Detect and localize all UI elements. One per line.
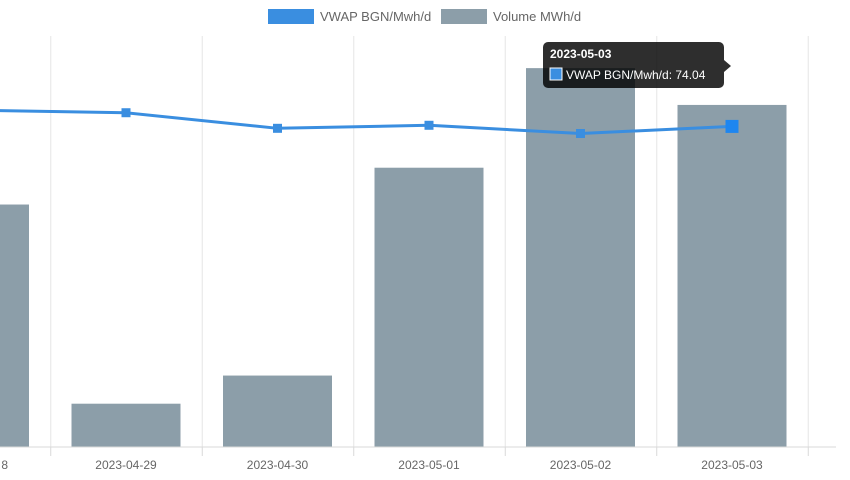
volume-bar-2023-04-28[interactable] bbox=[0, 204, 29, 447]
volume-bar-2023-04-29[interactable] bbox=[71, 403, 181, 447]
tooltip-caret bbox=[724, 60, 731, 72]
vwap-point-2023-04-30[interactable] bbox=[273, 123, 282, 133]
vwap-point-2023-04-29[interactable] bbox=[121, 108, 131, 118]
x-axis: 8 2023-04-29 2023-04-30 2023-05-01 2023-05-0… bbox=[0, 446, 836, 472]
x-tick-label: 2023-05-01 bbox=[398, 458, 460, 472]
legend-swatch-volume bbox=[441, 9, 487, 24]
legend-swatch-vwap bbox=[268, 9, 314, 24]
tooltip-swatch bbox=[549, 67, 563, 81]
tooltip-title: 2023-05-03 bbox=[550, 47, 612, 61]
x-axis-tick-labels: 8 2023-04-29 2023-04-30 2023-05-01 2023-05-0… bbox=[1, 458, 763, 472]
legend-label-volume: Volume MWh/d bbox=[493, 9, 581, 24]
vertical-gridlines bbox=[50, 36, 809, 447]
x-tick-label: 2023-04-29 bbox=[95, 458, 157, 472]
vwap-line bbox=[0, 109, 733, 136]
tooltip: 2023-05-03 VWAP BGN/Mwh/d: 74.04 bbox=[543, 42, 731, 88]
vwap-point-2023-05-02[interactable] bbox=[576, 129, 585, 139]
vwap-point-2023-05-03[interactable] bbox=[725, 119, 739, 133]
legend: VWAP BGN/Mwh/d Volume MWh/d bbox=[268, 9, 581, 24]
vwap-point-2023-05-01[interactable] bbox=[424, 120, 434, 130]
tooltip-body: VWAP BGN/Mwh/d: 74.04 bbox=[566, 68, 706, 82]
volume-bar-2023-04-30[interactable] bbox=[223, 375, 332, 447]
legend-item-vwap[interactable]: VWAP BGN/Mwh/d bbox=[268, 9, 431, 24]
tooltip-box bbox=[543, 42, 724, 88]
vwap-points bbox=[121, 108, 739, 139]
x-axis-ticks bbox=[50, 447, 809, 456]
volume-bar-2023-05-01[interactable] bbox=[374, 167, 484, 447]
volume-bar-2023-05-02[interactable] bbox=[526, 68, 635, 447]
x-tick-label: 2023-04-30 bbox=[247, 458, 309, 472]
volume-bar-2023-05-03[interactable] bbox=[677, 104, 787, 448]
x-tick-label: 8 bbox=[1, 458, 8, 472]
legend-item-volume[interactable]: Volume MWh/d bbox=[441, 9, 581, 24]
x-tick-label: 2023-05-03 bbox=[701, 458, 763, 472]
legend-label-vwap: VWAP BGN/Mwh/d bbox=[320, 9, 431, 24]
x-tick-label: 2023-05-02 bbox=[550, 458, 612, 472]
vwap-line-series bbox=[0, 108, 739, 139]
